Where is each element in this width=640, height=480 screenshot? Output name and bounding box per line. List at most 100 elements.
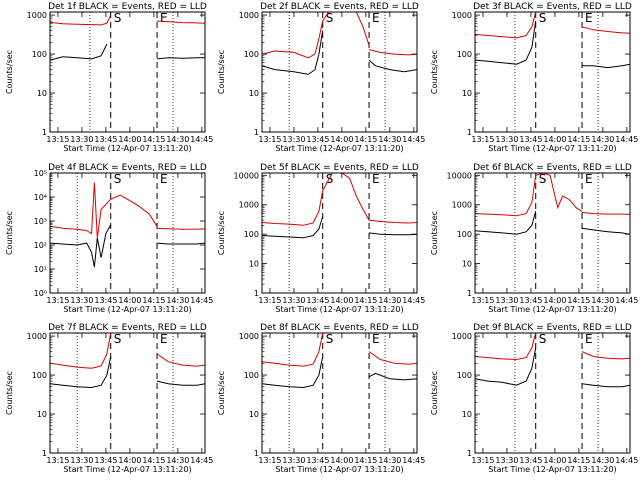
x-tick-label: 13:15 <box>46 135 69 144</box>
y-tick-label: 10¹ <box>34 265 47 274</box>
events-curve <box>368 59 417 73</box>
x-tick-label: 13:45 <box>306 456 329 465</box>
y-tick-label: 10³ <box>34 217 47 226</box>
x-tick-label: 14:15 <box>567 456 590 465</box>
marker-label-e: E <box>585 172 593 186</box>
lld-curve <box>50 14 112 26</box>
x-tick-label: 14:30 <box>166 296 189 305</box>
lld-curve <box>262 173 370 226</box>
y-tick-label: 1 <box>42 128 47 137</box>
x-tick-label: 14:30 <box>166 456 189 465</box>
lld-curve <box>156 353 205 367</box>
x-tick-label: 14:00 <box>118 296 141 305</box>
events-curve <box>475 347 537 386</box>
marker-label-s: S <box>114 11 122 25</box>
y-tick-label: 1 <box>254 449 259 458</box>
x-axis-label: Start Time (12-Apr-07 13:11:20) <box>275 465 403 474</box>
events-curve <box>262 356 324 389</box>
x-tick-label: 14:00 <box>543 296 566 305</box>
y-tick-label: 10000 <box>234 171 259 180</box>
y-tick-label: 1 <box>254 289 259 298</box>
x-tick-label: 13:30 <box>495 456 518 465</box>
events-curve <box>582 63 630 69</box>
panel-title: Det 7f BLACK = Events, RED = LLD <box>48 323 207 333</box>
y-axis-label: Counts/sec <box>5 211 14 255</box>
marker-label-e: E <box>160 11 168 25</box>
y-tick-label: 100 <box>457 230 472 239</box>
y-tick-label: 1000 <box>452 201 472 210</box>
y-tick-label: 100 <box>457 371 472 380</box>
x-tick-label: 13:30 <box>282 135 305 144</box>
lld-curve <box>50 182 158 238</box>
x-tick-label: 13:15 <box>46 296 69 305</box>
x-tick-label: 14:45 <box>402 135 425 144</box>
y-tick-label: 100 <box>244 230 259 239</box>
panel-title: Det 4f BLACK = Events, RED = LLD <box>48 163 207 173</box>
x-tick-label: 14:30 <box>591 456 614 465</box>
x-tick-label: 13:45 <box>94 296 117 305</box>
x-tick-label: 13:45 <box>519 296 542 305</box>
y-tick-label: 100 <box>244 371 259 380</box>
marker-label-s: S <box>114 332 122 346</box>
marker-label-e: E <box>585 11 593 25</box>
events-curve <box>50 43 108 61</box>
y-tick-label: 1000 <box>239 332 259 341</box>
lld-curve <box>368 49 417 56</box>
marker-label-s: S <box>539 332 547 346</box>
x-tick-label: 13:15 <box>258 456 281 465</box>
x-tick-label: 14:00 <box>543 456 566 465</box>
events-curve <box>475 211 537 235</box>
x-tick-label: 13:45 <box>519 456 542 465</box>
y-tick-label: 1000 <box>27 11 47 20</box>
x-tick-label: 14:15 <box>567 296 590 305</box>
y-tick-label: 10 <box>37 89 47 98</box>
x-tick-label: 14:45 <box>402 296 425 305</box>
events-curve <box>156 380 205 386</box>
x-tick-label: 13:30 <box>70 135 93 144</box>
x-tick-label: 14:00 <box>543 135 566 144</box>
panel-title: Det 5f BLACK = Events, RED = LLD <box>260 163 419 173</box>
x-tick-label: 13:30 <box>495 135 518 144</box>
x-tick-label: 14:45 <box>190 135 213 144</box>
x-tick-label: 14:15 <box>567 135 590 144</box>
y-tick-label: 10 <box>249 410 259 419</box>
marker-label-s: S <box>539 11 547 25</box>
y-tick-label: 1000 <box>452 11 472 20</box>
plot-frame <box>49 11 206 133</box>
x-tick-label: 14:15 <box>142 456 165 465</box>
curve-group <box>262 333 417 389</box>
x-tick-label: 14:15 <box>142 296 165 305</box>
y-tick-label: 1000 <box>239 201 259 210</box>
y-axis-label: Counts/sec <box>217 50 226 94</box>
y-tick-label: 10 <box>249 260 259 269</box>
lld-curve <box>581 211 630 215</box>
lld-curve <box>262 12 370 59</box>
x-tick-label: 14:00 <box>330 135 353 144</box>
y-tick-label: 10 <box>462 410 472 419</box>
x-axis-label: Start Time (12-Apr-07 13:11:20) <box>275 305 403 314</box>
lld-curve <box>581 351 630 360</box>
y-tick-label: 1 <box>467 128 472 137</box>
lld-curve <box>368 351 417 365</box>
marker-label-e: E <box>372 11 380 25</box>
lld-curve <box>475 173 583 217</box>
y-tick-label: 10 <box>249 89 259 98</box>
y-tick-label: 100 <box>457 50 472 59</box>
x-tick-label: 13:30 <box>495 296 518 305</box>
marker-label-s: S <box>326 11 334 25</box>
curve-group <box>475 173 630 235</box>
x-axis-label: Start Time (12-Apr-07 13:11:20) <box>275 144 403 153</box>
x-tick-label: 14:30 <box>591 135 614 144</box>
x-tick-label: 13:45 <box>94 135 117 144</box>
x-tick-label: 14:45 <box>402 456 425 465</box>
events-curve <box>581 227 630 235</box>
lld-curve <box>581 26 630 34</box>
events-curve <box>50 356 112 389</box>
panel-title: Det 1f BLACK = Events, RED = LLD <box>48 2 207 12</box>
